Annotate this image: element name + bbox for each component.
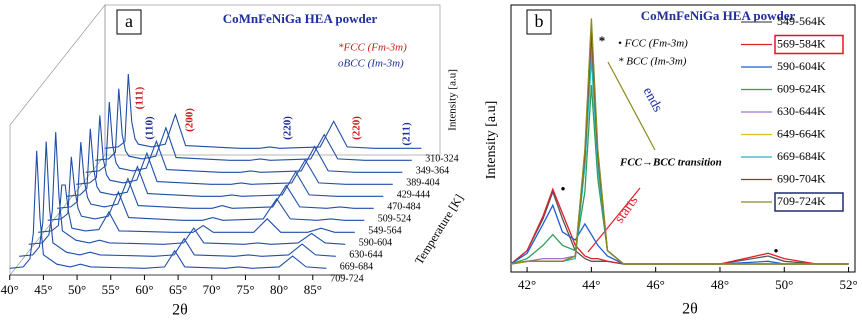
x-tick-label: 48° xyxy=(711,277,729,292)
peak-label: (220) xyxy=(351,116,363,140)
z-tick-label: 509-524 xyxy=(378,213,411,224)
trace xyxy=(19,141,336,257)
x-tick-label: 44° xyxy=(582,277,600,292)
legend-label: 690-704K xyxy=(777,171,826,185)
z-tick-label: 709-724 xyxy=(330,273,363,284)
panel-letter-box xyxy=(526,9,552,35)
line xyxy=(510,18,849,265)
peak-label: (211) xyxy=(401,122,413,146)
x-tick-label: 52° xyxy=(839,277,857,292)
legend-highlight xyxy=(774,34,844,55)
x-tick-label: 85° xyxy=(304,282,322,297)
trace xyxy=(104,73,422,149)
peak-label: (111) xyxy=(134,86,146,109)
annotation: FCC→BCC transition xyxy=(619,157,722,169)
legend-label: 669-684K xyxy=(777,149,826,163)
panel-letter: a xyxy=(125,11,133,31)
z-tick-label: 310-324 xyxy=(425,153,458,164)
trace xyxy=(76,115,393,185)
x-tick-label: 80° xyxy=(270,282,288,297)
z-tick-label: 429-444 xyxy=(397,189,430,200)
trace xyxy=(38,184,355,233)
annotation: starts xyxy=(612,193,641,226)
line xyxy=(510,189,849,265)
trace xyxy=(47,156,365,221)
y-axis-label: Intensity [a.u] xyxy=(484,101,499,180)
arrow xyxy=(607,61,656,151)
legend-label: 590-604K xyxy=(777,59,826,73)
x-tick-label: 75° xyxy=(236,282,254,297)
legend-label: 649-664K xyxy=(777,126,826,140)
x-tick-label: 65° xyxy=(169,282,187,297)
x-tick-label: 50° xyxy=(775,277,793,292)
arrow xyxy=(587,187,641,253)
peak-label: (110) xyxy=(144,116,156,140)
line xyxy=(510,203,849,265)
y-axis-label: Intensity [a.u] xyxy=(447,69,459,131)
legend-label: 709-724K xyxy=(777,194,826,208)
plot-frame xyxy=(510,4,856,273)
x-tick-label: 40° xyxy=(1,282,19,297)
z-tick-label: 549-564 xyxy=(368,225,401,236)
x-tick-label: 50° xyxy=(68,282,86,297)
legend-highlight xyxy=(774,192,844,212)
z-tick-label: 590-604 xyxy=(359,237,392,248)
bcc-marker: * xyxy=(599,33,606,48)
x-tick-label: 46° xyxy=(647,277,665,292)
trace xyxy=(9,150,327,269)
z-tick-label: 669-684 xyxy=(340,261,373,272)
x-tick-label: 60° xyxy=(135,282,153,297)
z-tick-label: 349-364 xyxy=(416,165,449,176)
panel-letter: b xyxy=(535,11,544,31)
x-axis-label: 2θ xyxy=(682,301,698,318)
x-tick-label: 55° xyxy=(102,282,120,297)
legend-label: 569-584K xyxy=(777,36,826,50)
annotation: ends xyxy=(640,85,665,115)
z-tick-label: 389-404 xyxy=(406,177,439,188)
legend-fcc: • FCC (Fm-3m) xyxy=(618,38,688,50)
panel-a-walls xyxy=(9,3,441,277)
line xyxy=(510,187,849,265)
fcc-marker: • xyxy=(774,243,779,258)
trace xyxy=(57,142,374,209)
trace xyxy=(85,101,403,173)
legend-bcc: * BCC (Im-3m) xyxy=(618,56,687,68)
z-tick-label: 470-484 xyxy=(387,201,420,212)
fcc-marker: • xyxy=(561,181,566,196)
legend-label: 549-564K xyxy=(777,14,826,28)
legend-bcc: oBCC (Im-3m) xyxy=(338,58,404,70)
panel-a-title: CoMnFeNiGa HEA powder xyxy=(223,11,378,26)
legend-label: 609-624K xyxy=(777,81,826,95)
trace xyxy=(28,132,346,245)
trace xyxy=(66,128,384,197)
x-tick-label: 70° xyxy=(203,282,221,297)
z-tick-label: 630-644 xyxy=(349,249,382,260)
peak-label: (200) xyxy=(184,108,196,132)
legend-fcc: *FCC (Fm-3m) xyxy=(338,42,407,54)
panel-letter-box xyxy=(116,9,142,35)
trace xyxy=(95,88,412,161)
legend-label: 630-644K xyxy=(777,104,826,118)
x-tick-label: 42° xyxy=(518,277,536,292)
peak-label: (220) xyxy=(282,116,294,140)
panel-b-title: CoMnFeNiGa HEA powder xyxy=(641,8,796,23)
x-axis-label: 2θ xyxy=(172,302,188,319)
x-tick-label: 45° xyxy=(34,282,52,297)
